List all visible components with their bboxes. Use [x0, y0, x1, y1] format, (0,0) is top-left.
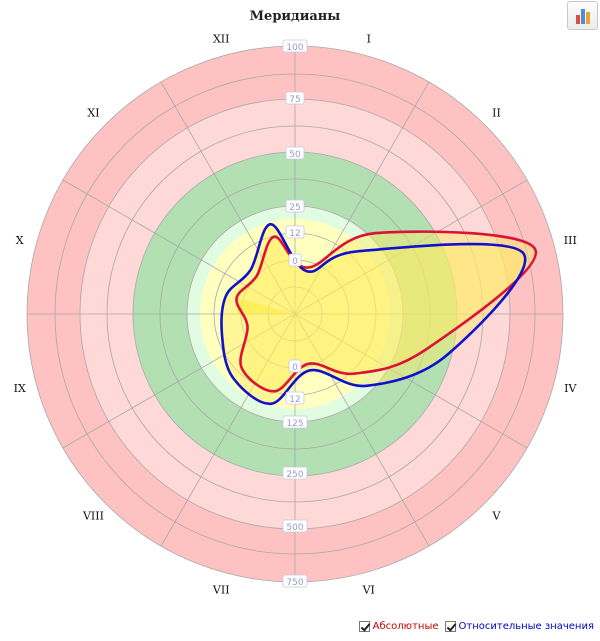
upper-tick-75-box	[285, 91, 305, 105]
chart-series	[220, 222, 537, 406]
upper-tick-25-box	[285, 199, 305, 213]
grid-spoke-10	[62, 179, 296, 315]
lower-tick-0-box	[288, 359, 302, 373]
upper-tick-50-box	[285, 146, 305, 160]
legend-label-absolute: Абсолютные	[372, 621, 439, 632]
upper-tick-12-box	[285, 225, 305, 239]
lower-tick-750-box	[282, 574, 308, 588]
lower-tick-500: 500	[286, 523, 303, 533]
chart-legend: Абсолютные Относительные значения	[358, 621, 594, 632]
meridian-label-IV: IV	[564, 382, 577, 395]
lower-tick-250-box	[282, 466, 308, 480]
grid-spoke-5	[294, 313, 430, 547]
meridian-label-V: V	[492, 510, 502, 523]
lower-tick-750: 750	[286, 578, 303, 588]
legend-checkbox-relative[interactable]	[444, 621, 456, 632]
lower-tick-125-box	[282, 415, 308, 429]
series-relative-area	[221, 224, 526, 404]
axis-ticks: 0 12 25 50 75 100 0 12 125 250 500 750	[282, 39, 308, 588]
meridian-label-XII: XII	[213, 33, 230, 46]
meridian-label-VII: VII	[212, 583, 230, 596]
upper-tick-25: 25	[289, 203, 300, 213]
lower-tick-0: 0	[292, 363, 298, 373]
meridian-label-II: II	[492, 106, 501, 119]
meridian-label-X: X	[16, 234, 24, 247]
meridian-label-VI: VI	[362, 583, 375, 596]
lower-tick-12: 12	[289, 395, 300, 405]
meridian-label-IX: IX	[14, 382, 26, 395]
lower-tick-500-box	[282, 519, 308, 533]
upper-tick-75: 75	[289, 95, 300, 105]
highlight-sector	[237, 298, 295, 314]
upper-tick-0: 0	[292, 257, 298, 267]
grid-spoke-11	[160, 81, 296, 315]
meridian-label-XI: XI	[87, 106, 99, 119]
meridian-label-VIII: VIII	[82, 510, 104, 523]
grid-spoke-4	[294, 313, 528, 449]
lower-tick-250: 250	[286, 470, 303, 480]
legend-checkbox-absolute[interactable]	[358, 621, 370, 632]
lower-tick-12-box	[285, 391, 305, 405]
legend-item-absolute[interactable]: Абсолютные	[358, 621, 439, 632]
grid-spoke-7	[160, 313, 296, 547]
upper-tick-50: 50	[289, 150, 301, 160]
upper-tick-0-box	[288, 253, 302, 267]
legend-label-relative: Относительные значения	[458, 621, 594, 632]
chart-title: Меридианы	[250, 9, 341, 24]
grid-spoke-1	[294, 81, 430, 315]
series-relative-line	[220, 222, 527, 406]
upper-tick-12: 12	[289, 229, 300, 239]
upper-tick-100: 100	[286, 43, 303, 53]
legend-item-relative[interactable]: Относительные значения	[444, 621, 594, 632]
bar-chart-icon	[576, 9, 590, 24]
lower-tick-125: 125	[286, 419, 303, 429]
meridian-label-III: III	[564, 234, 577, 247]
chart-export-button[interactable]	[567, 1, 598, 30]
meridian-label-I: I	[367, 33, 371, 46]
grid-spoke-8	[62, 313, 296, 449]
upper-tick-100-box	[282, 39, 308, 53]
